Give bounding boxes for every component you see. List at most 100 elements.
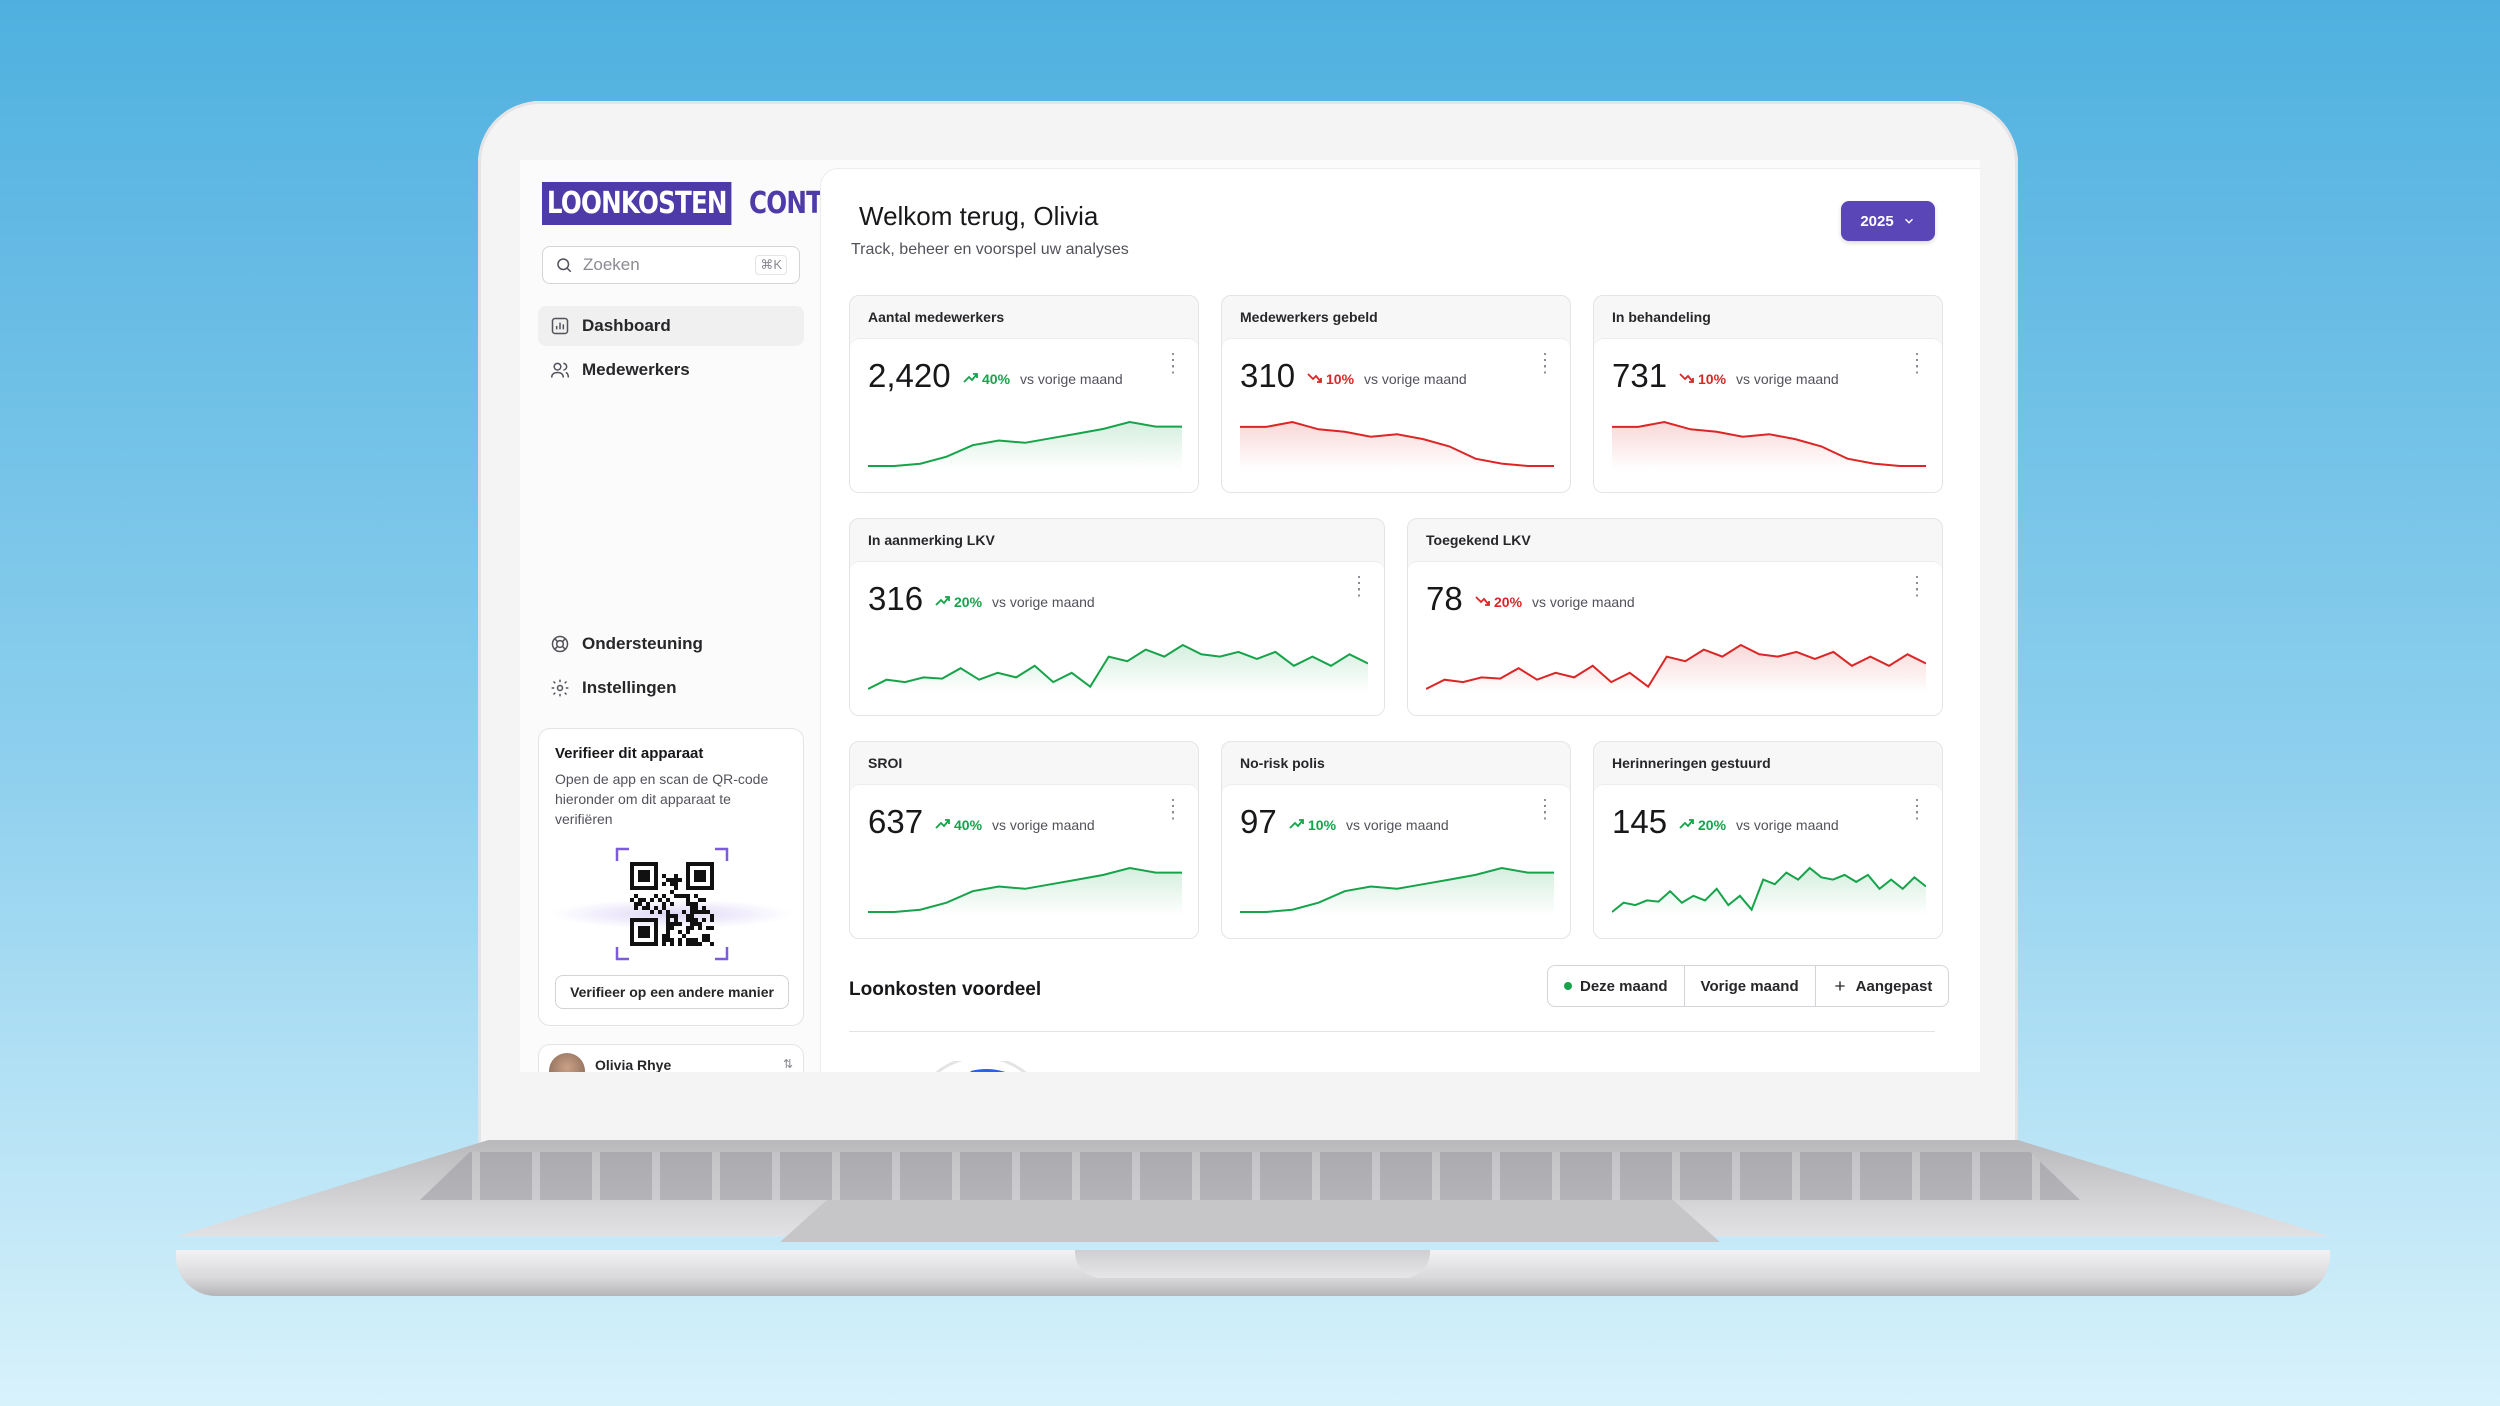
- metric-card[interactable]: SROI 637 40% vs vorige maand ⋮ ⋮: [849, 741, 1199, 939]
- filter-custom[interactable]: Aangepast: [1816, 966, 1949, 1006]
- plus-icon: [1834, 981, 1845, 991]
- trend-up-icon: [935, 817, 951, 833]
- search-icon: [557, 258, 572, 273]
- metric-card-title: Medewerkers gebeld: [1240, 309, 1378, 325]
- sidebar-item-ondersteuning[interactable]: Ondersteuning: [538, 624, 804, 664]
- chevron-updown-icon: ⇅: [782, 1057, 793, 1071]
- metric-card[interactable]: Medewerkers gebeld 310 10% vs vorige maa…: [1221, 295, 1571, 493]
- metric-card-title: In behandeling: [1612, 309, 1711, 325]
- sidebar-item-label: Instellingen: [582, 678, 677, 697]
- verify-description: Open de app en scan de QR-code hieronder…: [555, 771, 769, 827]
- sparkline-chart: [1240, 420, 1554, 470]
- more-vertical-icon[interactable]: ⋮ ⋮: [1908, 350, 1926, 376]
- metric-comparison-label: vs vorige maand: [1736, 371, 1839, 387]
- sparkline-chart: [1612, 866, 1926, 916]
- sparkline-chart: [1426, 643, 1926, 693]
- qr-code: [615, 847, 729, 961]
- filter-label: Vorige maand: [1700, 977, 1799, 995]
- sparkline-chart: [868, 866, 1182, 916]
- sidebar-item-label: Medewerkers: [582, 360, 690, 379]
- more-vertical-icon[interactable]: ⋮ ⋮: [1536, 350, 1554, 376]
- metric-change-value: 40%: [982, 371, 1011, 387]
- verify-other-way-button[interactable]: Verifieer op een andere manier: [555, 975, 789, 1009]
- metric-card[interactable]: Toegekend LKV 78 20% vs vorige maand ⋮ ⋮: [1407, 518, 1943, 716]
- metric-change-value: 20%: [1494, 594, 1523, 610]
- year-select-button[interactable]: 2025: [1841, 201, 1935, 241]
- section-title: Loonkosten voordeel: [849, 979, 1042, 1000]
- laptop-keyboard: [420, 1152, 2080, 1200]
- brand-logo-part1: LOONKOSTEN: [542, 182, 732, 225]
- more-vertical-icon[interactable]: ⋮ ⋮: [1908, 573, 1926, 599]
- section-divider: [849, 1031, 1935, 1032]
- laptop-trackpad: [780, 1200, 1720, 1242]
- user-name: Olivia Rhye: [595, 1057, 672, 1072]
- sidebar-item-label: Ondersteuning: [582, 634, 703, 653]
- search-placeholder: Zoeken: [583, 255, 640, 274]
- search-input[interactable]: Zoeken ⌘K: [542, 246, 800, 284]
- metric-change: 10%: [1289, 817, 1336, 833]
- trend-down-icon: [1475, 594, 1491, 610]
- metric-card-title: SROI: [868, 755, 903, 771]
- trend-down-icon: [1307, 371, 1323, 387]
- metric-card[interactable]: No-risk polis 97 10% vs vorige maand ⋮ ⋮: [1221, 741, 1571, 939]
- sparkline-line: [1240, 420, 1554, 467]
- sparkline-line: [868, 643, 1368, 690]
- laptop-notch: [1075, 1250, 1430, 1278]
- metric-card-title: In aanmerking LKV: [868, 532, 995, 548]
- app-screen: LOONKOSTEN CONTROL Zoeken ⌘K Dashboard M…: [520, 160, 1980, 1072]
- sparkline-area: [868, 422, 1182, 470]
- metric-card-title: Aantal medewerkers: [868, 309, 1005, 325]
- metric-card[interactable]: In aanmerking LKV 316 20% vs vorige maan…: [849, 518, 1385, 716]
- sidebar-item-dashboard[interactable]: Dashboard: [538, 306, 804, 346]
- trend-up-icon: [1289, 817, 1305, 833]
- filter-previous-month[interactable]: Vorige maand: [1685, 966, 1816, 1006]
- metric-change-value: 20%: [1698, 817, 1727, 833]
- more-vertical-icon[interactable]: ⋮ ⋮: [1164, 350, 1182, 376]
- more-vertical-icon[interactable]: ⋮ ⋮: [1350, 573, 1368, 599]
- metric-value: 2,420: [868, 357, 951, 394]
- sparkline-area: [1612, 868, 1926, 916]
- metric-value: 97: [1240, 803, 1277, 840]
- search-shortcut: ⌘K: [755, 255, 787, 275]
- metric-value: 731: [1612, 357, 1668, 394]
- sidebar-item-medewerkers[interactable]: Medewerkers: [538, 350, 804, 390]
- metric-card[interactable]: Herinneringen gestuurd 145 20% vs vorige…: [1593, 741, 1943, 939]
- metric-change: 20%: [1475, 594, 1522, 610]
- user-menu[interactable]: Olivia Rhye ⇅: [538, 1044, 804, 1072]
- sparkline-area: [1426, 645, 1926, 693]
- more-vertical-icon[interactable]: ⋮ ⋮: [1536, 796, 1554, 822]
- chevron-down-icon: [1904, 218, 1913, 224]
- main-content: Welkom terug, Olivia Track, beheer en vo…: [820, 168, 1980, 1072]
- metric-change: 40%: [935, 817, 982, 833]
- more-vertical-icon[interactable]: ⋮ ⋮: [1908, 796, 1926, 822]
- sidebar-item-instellingen[interactable]: Instellingen: [538, 668, 804, 708]
- metric-card[interactable]: Aantal medewerkers 2,420 40% vs vorige m…: [849, 295, 1199, 493]
- dot-icon: [1564, 982, 1572, 990]
- sparkline-chart: [1240, 866, 1554, 916]
- metric-card-title: Toegekend LKV: [1426, 532, 1531, 548]
- metric-card-title: Herinneringen gestuurd: [1612, 755, 1771, 771]
- metric-card-body: 78 20% vs vorige maand ⋮ ⋮: [1408, 561, 1942, 715]
- metric-comparison-label: vs vorige maand: [1532, 594, 1635, 610]
- metric-value: 637: [868, 803, 924, 840]
- metric-change: 20%: [1679, 817, 1726, 833]
- metric-change: 10%: [1679, 371, 1726, 387]
- metric-card[interactable]: In behandeling 731 10% vs vorige maand ⋮…: [1593, 295, 1943, 493]
- gear-icon: [551, 679, 569, 697]
- metric-comparison-label: vs vorige maand: [1364, 371, 1467, 387]
- more-vertical-icon[interactable]: ⋮ ⋮: [1164, 796, 1182, 822]
- sparkline-line: [1240, 866, 1554, 913]
- metric-card-body: 731 10% vs vorige maand ⋮ ⋮: [1594, 338, 1942, 492]
- metric-change: 10%: [1307, 371, 1354, 387]
- sparkline-line: [1612, 420, 1926, 467]
- sparkline-area: [1240, 422, 1554, 470]
- verify-title: Verifieer dit apparaat: [555, 745, 704, 762]
- metric-comparison-label: vs vorige maand: [1736, 817, 1839, 833]
- metric-comparison-label: vs vorige maand: [1020, 371, 1123, 387]
- metric-value: 145: [1612, 803, 1668, 840]
- metric-value: 316: [868, 580, 924, 617]
- metric-card-body: 2,420 40% vs vorige maand ⋮ ⋮: [850, 338, 1198, 492]
- year-label: 2025: [1860, 212, 1894, 230]
- filter-this-month[interactable]: Deze maand: [1548, 966, 1685, 1006]
- sparkline-chart: [868, 643, 1368, 693]
